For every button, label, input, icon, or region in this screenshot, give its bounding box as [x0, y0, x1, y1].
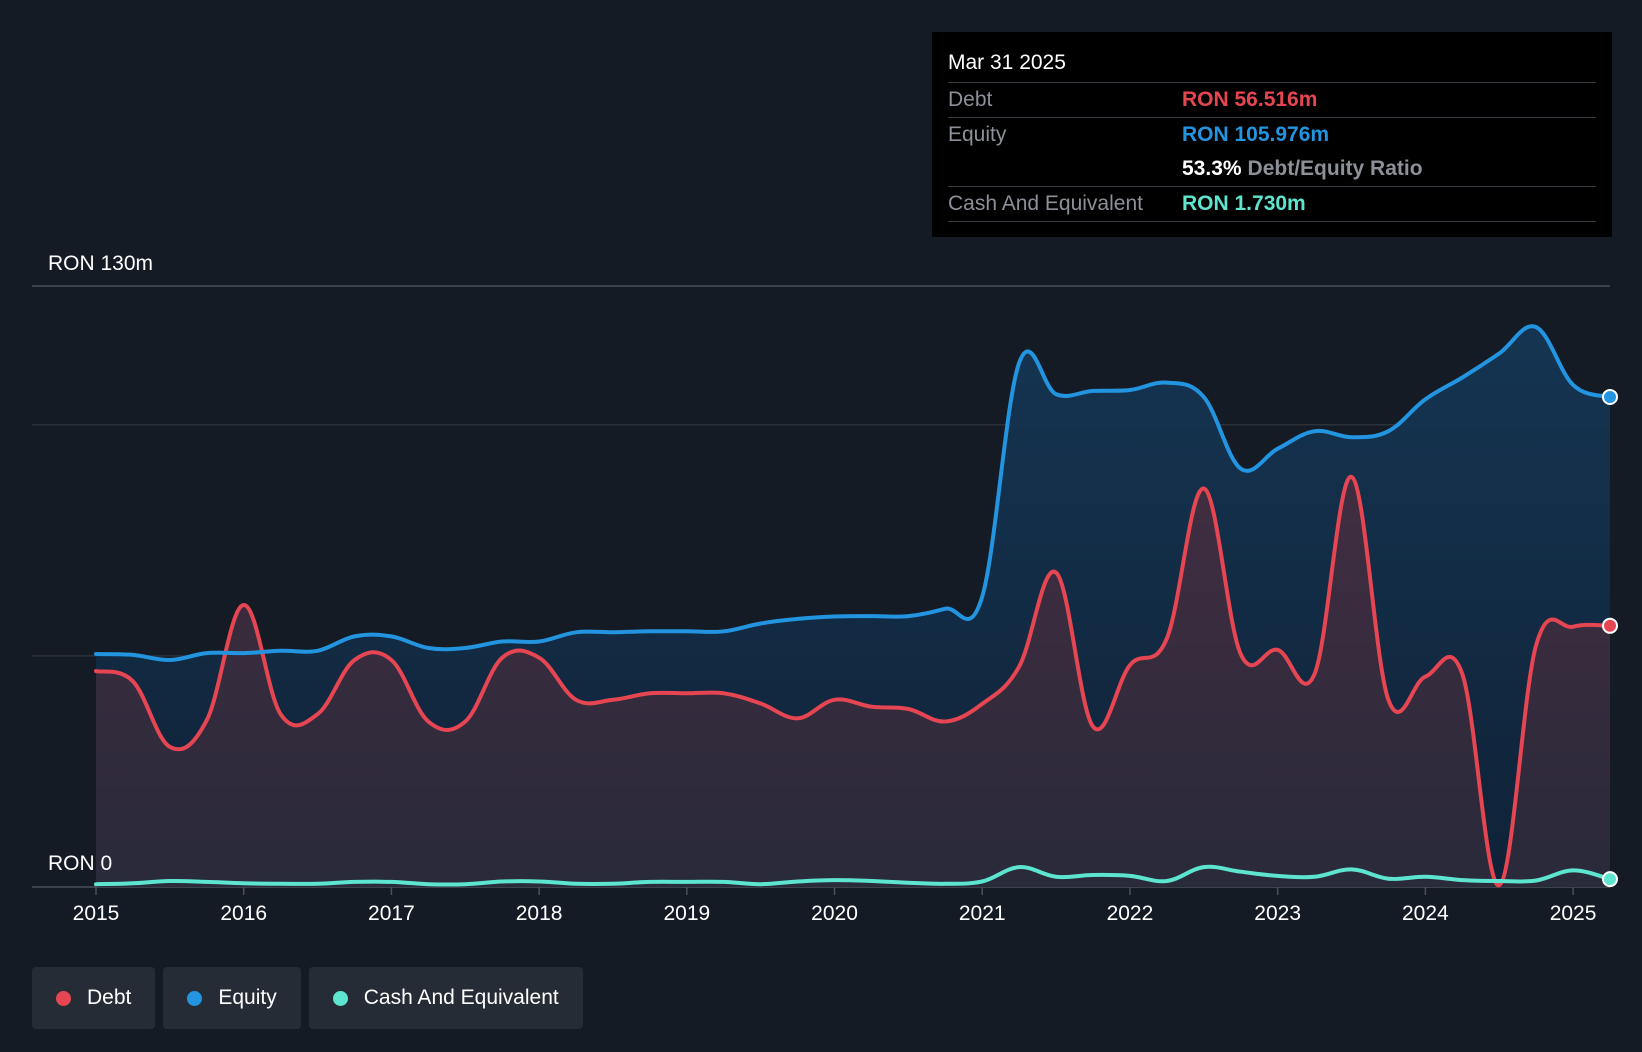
legend-label-debt: Debt	[87, 986, 132, 1009]
x-axis-ticks: 2015 2016 2017 2018 2019 2020 2021 2022 2023 2024…	[73, 887, 1597, 925]
x-tick-label: 2023	[1254, 902, 1301, 925]
legend-item-cash[interactable]: Cash And Equivalent	[308, 967, 583, 1029]
tooltip-equity-label: Equity	[948, 123, 1007, 146]
tooltip-row-equity: Equity RON 105.976m	[948, 118, 1596, 152]
legend-dot-cash-icon	[332, 990, 348, 1006]
x-tick-label: 2015	[73, 902, 120, 925]
tooltip-debt-label: Debt	[948, 88, 993, 111]
series-lines	[94, 324, 1612, 888]
x-tick-label: 2021	[959, 902, 1006, 925]
tooltip-ratio-value: 53.3%	[1182, 157, 1242, 180]
tooltip-row-ratio: 53.3% Debt/Equity Ratio	[948, 152, 1596, 187]
x-tick-label: 2020	[811, 902, 858, 925]
tooltip-cash-label: Cash And Equivalent	[948, 192, 1143, 215]
tooltip-row-cash: Cash And Equivalent RON 1.730m	[948, 187, 1596, 222]
legend-dot-debt-icon	[56, 990, 71, 1006]
series-endpoints	[1602, 388, 1618, 888]
tooltip-panel: Mar 31 2025 Debt RON 56.516m Equity RON …	[932, 32, 1612, 237]
legend-item-equity[interactable]: Equity	[163, 967, 301, 1029]
x-tick-label: 2019	[663, 902, 710, 925]
x-tick-label: 2025	[1550, 902, 1597, 925]
cash-and-equivalent-endpoint	[1602, 871, 1618, 888]
legend-label-cash: Cash And Equivalent	[363, 986, 559, 1009]
x-tick-label: 2017	[368, 902, 415, 925]
legend-label-equity: Equity	[218, 986, 277, 1009]
equity-endpoint	[1602, 388, 1618, 405]
x-tick-label: 2024	[1402, 902, 1449, 925]
debt-area	[96, 476, 1610, 887]
debt-endpoint	[1602, 617, 1618, 634]
equity-line	[94, 324, 1612, 663]
debt-line	[94, 474, 1612, 888]
tooltip-date: Mar 31 2025	[948, 32, 1596, 83]
tooltip-row-debt: Debt RON 56.516m	[948, 83, 1596, 118]
cash-and-equivalent-line	[94, 864, 1612, 887]
tooltip-equity-value: RON 105.976m	[1182, 123, 1330, 146]
tooltip-ratio-spacer	[948, 152, 1182, 186]
chart-legend: Debt Equity Cash And Equivalent	[32, 967, 591, 1029]
legend-dot-equity-icon	[187, 990, 203, 1006]
tooltip-ratio-label: Debt/Equity Ratio	[1247, 157, 1423, 180]
series-areas	[96, 326, 1610, 887]
legend-item-debt[interactable]: Debt	[32, 967, 156, 1029]
y-axis-top-label: RON 130m	[48, 252, 153, 275]
x-tick-label: 2018	[516, 902, 563, 925]
x-tick-label: 2016	[220, 902, 267, 925]
tooltip-debt-value: RON 56.516m	[1182, 88, 1318, 111]
y-axis-bottom-label: RON 0	[48, 852, 112, 875]
x-tick-label: 2022	[1107, 902, 1154, 925]
tooltip-cash-value: RON 1.730m	[1182, 192, 1306, 215]
